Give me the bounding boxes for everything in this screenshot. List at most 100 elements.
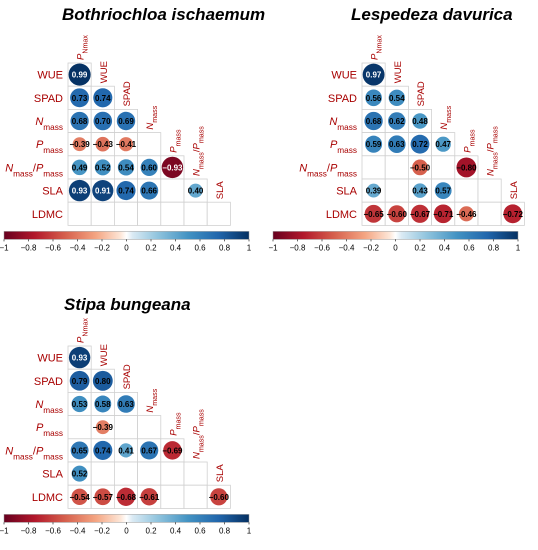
correlation-value: 0.49 xyxy=(72,163,88,172)
correlation-circle xyxy=(188,183,203,198)
colorbar-tick-label: −0.6 xyxy=(314,243,330,252)
colorbar-tick-label: −0.8 xyxy=(21,526,37,535)
correlation-circle xyxy=(140,441,159,460)
colorbar-tick-label: −0.4 xyxy=(339,243,355,252)
correlation-value: 0.72 xyxy=(412,140,428,149)
correlation-value: 0.67 xyxy=(141,446,157,455)
correlation-value: 0.47 xyxy=(435,140,451,149)
correlation-circle xyxy=(388,205,406,223)
correlation-value: 0.39 xyxy=(366,187,382,196)
grid-cell xyxy=(183,461,208,486)
column-label-p-mass: Pmass xyxy=(168,412,182,436)
column-label-spad: SPAD xyxy=(122,364,133,389)
correlation-value: −0.72 xyxy=(503,210,524,219)
colorbar-tick-label: −0.2 xyxy=(94,526,110,535)
correlation-circle xyxy=(71,465,88,482)
correlation-value: 0.74 xyxy=(118,187,134,196)
grid-cell xyxy=(384,155,409,180)
correlation-value: 0.65 xyxy=(72,446,88,455)
grid-cell xyxy=(206,201,231,226)
colorbar-tick-label: −0.6 xyxy=(45,526,61,535)
grid-cell xyxy=(160,201,185,226)
correlation-circle xyxy=(163,441,182,460)
grid-cell xyxy=(160,178,185,203)
colorbar-tick-label: 0 xyxy=(393,243,398,252)
colorbar-tick-label: −1 xyxy=(0,243,9,252)
correlation-value: 0.57 xyxy=(435,187,451,196)
correlation-value: 0.54 xyxy=(118,163,134,172)
correlation-circle xyxy=(92,180,114,202)
grid-cell xyxy=(137,461,162,486)
row-label-spad: SPAD xyxy=(34,376,63,388)
row-label-p-mass: Pmass xyxy=(36,422,63,438)
correlation-circle xyxy=(365,89,382,107)
correlation-circle xyxy=(95,136,111,152)
correlation-circle xyxy=(93,440,113,460)
row-label-n-mass: Nmass xyxy=(35,399,63,415)
correlation-value: 0.62 xyxy=(389,117,405,126)
correlation-circle xyxy=(387,135,406,154)
colorbar-tick-label: −1 xyxy=(268,243,278,252)
correlation-circle xyxy=(161,156,184,179)
panel-lespedeza-davurica: Lespedeza davurica 0.97 0.56 0.54 0.68 0.62 0… xyxy=(268,0,538,275)
row-label-spad: SPAD xyxy=(328,93,357,105)
grid-cell xyxy=(114,461,139,486)
correlation-circle xyxy=(388,89,405,106)
correlation-circle xyxy=(503,204,523,224)
correlation-value: −0.46 xyxy=(456,210,477,219)
correlation-value: −0.71 xyxy=(433,210,454,219)
colorbar-tick-label: 0.6 xyxy=(194,526,206,535)
correlation-circle xyxy=(117,395,135,413)
correlation-value: 0.73 xyxy=(72,94,88,103)
correlation-circle xyxy=(68,63,91,86)
correlation-circle xyxy=(94,488,112,506)
colorbar-tick-label: 0.2 xyxy=(145,243,157,252)
column-label-n-mass-p-mass: Nmass/Pmass xyxy=(486,126,500,176)
grid-cell xyxy=(137,201,162,226)
correlation-value: −0.93 xyxy=(162,163,183,172)
colorbar-tick-label: 1 xyxy=(516,243,521,252)
colorbar-tick-label: 0.8 xyxy=(219,526,231,535)
correlation-value: 0.53 xyxy=(72,400,88,409)
grid-cell xyxy=(137,132,162,157)
column-label-n-mass: Nmass xyxy=(439,105,453,129)
correlation-circle xyxy=(140,181,159,200)
colorbar-tick-label: 0.4 xyxy=(170,243,182,252)
colorbar-tick-label: 0.4 xyxy=(170,526,182,535)
correlation-circle xyxy=(70,441,89,460)
grid-cell xyxy=(160,461,185,486)
correlation-value: −0.68 xyxy=(116,493,137,502)
colorbar-tick-label: 0 xyxy=(124,526,129,535)
colorbar-tick-label: −0.8 xyxy=(21,243,37,252)
correlation-value: 0.48 xyxy=(412,117,428,126)
colorbar-tick-label: 0.6 xyxy=(463,243,475,252)
correlation-value: 0.70 xyxy=(95,117,111,126)
correlation-circle xyxy=(94,159,111,176)
correlation-value: 0.80 xyxy=(95,377,111,386)
correlation-circle xyxy=(93,88,113,108)
panel-title: Bothriochloa ischaemum xyxy=(62,5,266,24)
correlation-circle xyxy=(71,159,88,176)
correlation-value: −0.65 xyxy=(363,210,384,219)
column-label-wue: WUE xyxy=(393,61,404,83)
column-label-n-mass-p-mass: Nmass/Pmass xyxy=(192,409,206,459)
correlation-value: 0.41 xyxy=(118,446,134,455)
correlation-value: −0.41 xyxy=(116,140,137,149)
correlation-value: 0.58 xyxy=(95,400,111,409)
row-label-p-mass: Pmass xyxy=(330,139,357,155)
correlation-circle xyxy=(95,420,110,435)
colorbar-tick-label: 0.8 xyxy=(219,243,231,252)
grid-cell xyxy=(114,201,139,226)
correlation-circle xyxy=(412,113,428,129)
grid-cell xyxy=(183,201,208,226)
correlation-value: −0.67 xyxy=(410,210,431,219)
column-label-p-nmax: PNmax xyxy=(76,35,90,60)
column-label-sla: SLA xyxy=(215,464,226,483)
row-label-ldmc: LDMC xyxy=(32,209,63,221)
colorbar-tick-label: 0 xyxy=(124,243,129,252)
colorbar-tick-label: 0.4 xyxy=(439,243,451,252)
grid-cell xyxy=(67,201,92,226)
correlation-value: −0.60 xyxy=(209,493,230,502)
correlation-value: −0.39 xyxy=(93,423,114,432)
correlation-circle xyxy=(116,111,136,131)
